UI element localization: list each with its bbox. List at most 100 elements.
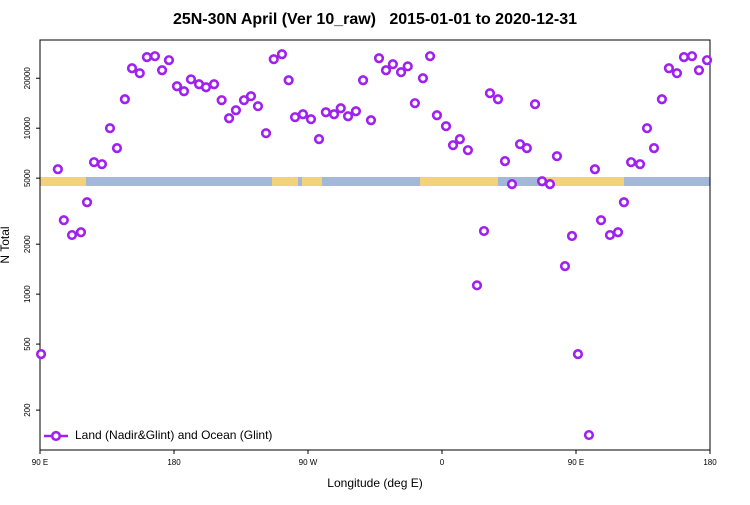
point — [663, 63, 675, 74]
point — [88, 157, 100, 168]
point — [81, 197, 93, 208]
point — [75, 227, 87, 238]
point — [245, 91, 257, 102]
point — [440, 121, 452, 132]
point — [595, 215, 607, 226]
point — [52, 164, 63, 175]
point — [238, 95, 250, 106]
y-tick-label: 20000 — [23, 67, 32, 90]
point — [604, 229, 616, 241]
legend-label: Land (Nadir&Glint) and Ocean (Glint) — [75, 428, 272, 442]
point — [119, 94, 130, 105]
x-tick-label: 0 — [440, 458, 445, 467]
point — [178, 86, 190, 97]
point — [536, 176, 548, 187]
point — [200, 82, 212, 93]
land — [40, 177, 86, 186]
point — [230, 105, 242, 116]
point — [589, 164, 601, 175]
point — [223, 113, 235, 124]
point — [289, 112, 301, 123]
point — [583, 429, 595, 441]
point — [402, 61, 413, 72]
plot-frame — [39, 39, 711, 451]
point — [305, 114, 317, 125]
y-axis-label: N Total — [0, 226, 12, 263]
point — [424, 51, 436, 62]
land — [272, 177, 298, 186]
land — [420, 177, 498, 186]
point — [35, 349, 47, 360]
point — [431, 110, 443, 121]
point — [648, 143, 660, 154]
point — [357, 75, 369, 86]
x-tick-label: 90 W — [299, 458, 318, 467]
point — [471, 280, 483, 291]
legend-marker — [50, 430, 62, 442]
point — [313, 134, 325, 145]
point — [134, 68, 145, 79]
point — [156, 65, 168, 76]
point — [693, 65, 705, 76]
point — [276, 49, 288, 60]
y-tick-label: 200 — [23, 403, 32, 417]
point — [701, 55, 713, 66]
point — [185, 74, 197, 85]
point — [283, 75, 294, 86]
ocean — [40, 177, 710, 186]
x-tick-label: 180 — [167, 458, 181, 467]
point — [492, 94, 504, 105]
point — [559, 261, 571, 272]
point — [641, 123, 653, 134]
x-tick-label: 180 — [703, 458, 717, 467]
point — [66, 229, 78, 241]
point — [208, 79, 220, 90]
point — [572, 349, 584, 360]
point — [566, 230, 578, 242]
point — [260, 128, 272, 139]
y-tick-label: 500 — [23, 337, 32, 351]
point — [58, 215, 69, 226]
point — [111, 143, 123, 154]
point — [551, 151, 563, 162]
point — [678, 52, 690, 63]
y-tick-label: 1000 — [23, 285, 32, 303]
point — [417, 73, 429, 84]
point — [506, 179, 518, 190]
point — [409, 98, 421, 109]
point — [618, 197, 630, 208]
point — [387, 59, 398, 70]
point — [171, 81, 183, 92]
point — [380, 65, 392, 76]
point — [529, 99, 541, 110]
point — [297, 109, 309, 120]
land — [302, 177, 322, 186]
chart-title: 25N-30N April (Ver 10_raw) 2015-01-01 to… — [173, 11, 577, 28]
point — [350, 106, 362, 117]
point — [342, 111, 354, 122]
point — [365, 115, 377, 126]
y-tick-label: 5000 — [23, 169, 32, 187]
point — [268, 54, 279, 65]
point — [656, 94, 668, 105]
point — [447, 140, 459, 151]
point — [454, 134, 465, 145]
point — [544, 179, 556, 190]
point — [634, 159, 646, 170]
land-ocean-strip — [40, 177, 710, 186]
x-tick-label: 90 E — [32, 458, 48, 467]
point — [395, 67, 407, 78]
x-tick-label: 90 E — [568, 458, 584, 467]
point — [373, 53, 385, 64]
point — [126, 63, 138, 74]
point — [252, 101, 264, 112]
y-tick-label: 10000 — [23, 117, 32, 140]
point — [104, 123, 116, 134]
point — [612, 227, 624, 238]
point — [625, 157, 637, 168]
point — [216, 95, 227, 106]
point — [671, 68, 683, 79]
point — [462, 145, 474, 156]
